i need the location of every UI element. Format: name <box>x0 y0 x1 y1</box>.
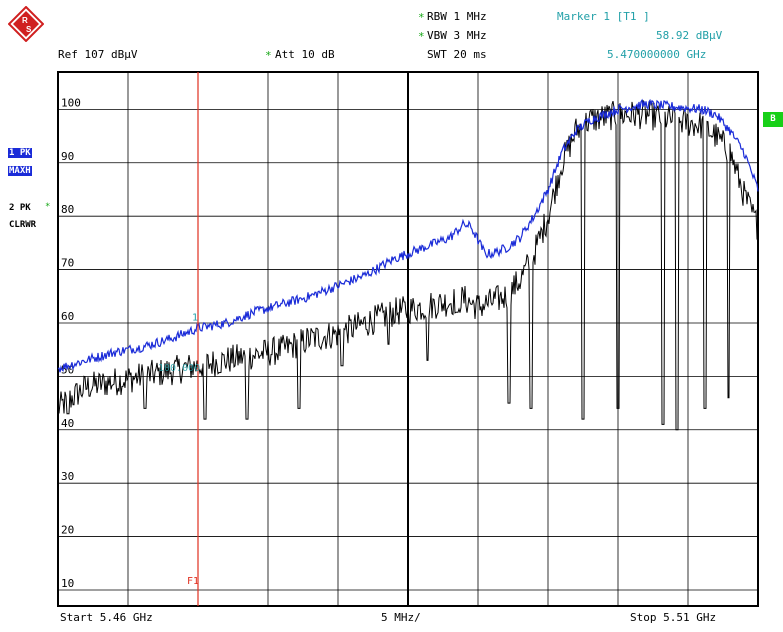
trace1-mode: MAXH <box>8 166 32 176</box>
marker-title: Marker 1 [T1 ] <box>557 10 650 23</box>
svg-text:R: R <box>22 16 28 25</box>
traces <box>57 98 759 431</box>
rbw-star: * <box>418 11 425 24</box>
trace2-detector: 2 PK <box>9 203 31 213</box>
stop-frequency: Stop 5.51 GHz <box>630 611 717 624</box>
rohde-schwarz-logo: R S <box>8 6 44 42</box>
att-star: * <box>265 49 272 62</box>
vbw-star: * <box>418 30 425 43</box>
trace-clearwrite <box>57 100 759 431</box>
trace2-star: * <box>45 202 51 212</box>
marker-1-label: 1 <box>192 313 198 324</box>
limit-annotation: 100.000 <box>158 363 200 374</box>
marker-level: 58.92 dBµV <box>656 29 723 42</box>
y-tick-label: 30 <box>61 470 74 483</box>
y-tick-label: 60 <box>61 310 74 323</box>
y-tick-label: 80 <box>61 203 74 216</box>
trace2-mode: CLRWR <box>9 220 37 230</box>
attenuation: Att 10 dB <box>275 48 335 61</box>
vbw-label: VBW 3 MHz <box>427 29 487 42</box>
y-tick-label: 10 <box>61 577 74 590</box>
marker-frequency: 5.470000000 GHz <box>607 48 707 61</box>
y-tick-label: 20 <box>61 524 74 537</box>
sweep-time: SWT 20 ms <box>427 48 487 61</box>
svg-text:S: S <box>26 25 32 34</box>
trace1-detector: 1 PK <box>8 148 32 158</box>
y-tick-label: 100 <box>61 96 81 109</box>
ref-level: Ref 107 dBµV <box>58 48 138 61</box>
frequency-span-per-div: 5 MHz/ <box>381 611 421 624</box>
trace-maxhold <box>57 98 759 373</box>
start-frequency: Start 5.46 GHz <box>60 611 153 624</box>
grid <box>57 71 759 607</box>
y-tick-label: 90 <box>61 150 74 163</box>
rbw-label: RBW 1 MHz <box>427 10 487 23</box>
f1-label: F1 <box>187 576 199 587</box>
y-tick-label: 40 <box>61 417 74 430</box>
marker-layer: F1 1 100.000 <box>158 72 200 606</box>
y-tick-label: 70 <box>61 257 74 270</box>
side-tag-b: B <box>763 112 783 127</box>
